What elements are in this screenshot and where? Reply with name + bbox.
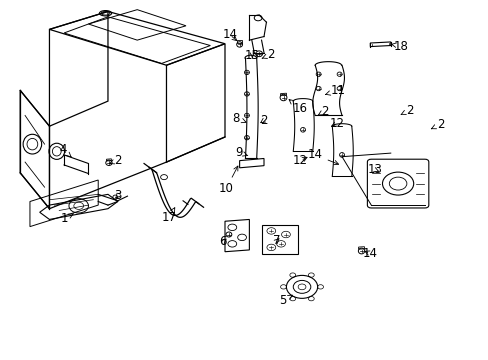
Text: 14: 14 — [222, 28, 237, 41]
Text: 10: 10 — [218, 166, 238, 195]
Text: 2: 2 — [262, 48, 275, 61]
Text: 17: 17 — [161, 208, 176, 224]
Bar — [261, 225, 298, 253]
Text: 14: 14 — [362, 247, 377, 260]
Text: 7: 7 — [272, 234, 280, 247]
Text: 3: 3 — [114, 189, 121, 202]
Text: 16: 16 — [288, 100, 307, 116]
Text: 5: 5 — [278, 294, 292, 307]
Text: 2: 2 — [110, 154, 121, 167]
Text: 12: 12 — [329, 117, 344, 130]
Text: 6: 6 — [219, 235, 226, 248]
Text: 8: 8 — [232, 112, 245, 125]
Text: 9: 9 — [234, 146, 247, 159]
Text: 13: 13 — [367, 163, 382, 176]
Text: 1: 1 — [60, 212, 73, 225]
Text: 14: 14 — [307, 148, 338, 165]
Text: 2: 2 — [260, 114, 267, 127]
Text: 2: 2 — [318, 105, 328, 118]
Text: 18: 18 — [390, 40, 408, 53]
Text: 2: 2 — [430, 118, 444, 131]
Text: 2: 2 — [400, 104, 413, 117]
Text: 12: 12 — [292, 154, 307, 167]
Text: 4: 4 — [59, 143, 72, 157]
Text: 15: 15 — [244, 49, 259, 62]
Text: 11: 11 — [325, 84, 346, 97]
